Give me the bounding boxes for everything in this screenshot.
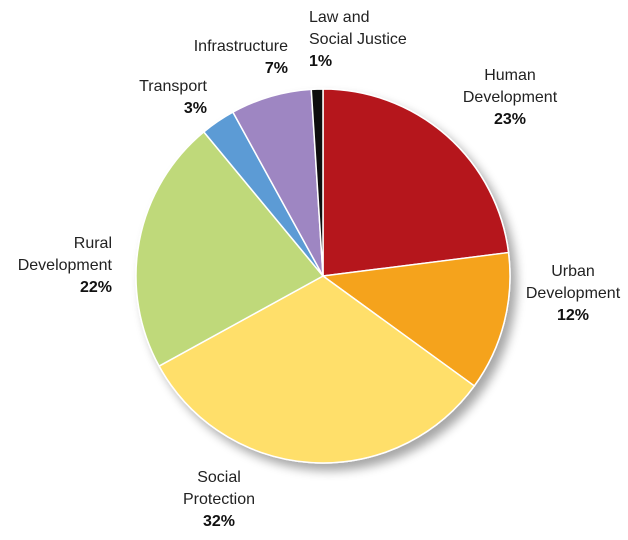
- slice-label-text: Urban: [551, 263, 595, 280]
- slice-label-human-development: Human Development 23%: [463, 67, 558, 128]
- slice-label-law-and-social-justice: Law and Social Justice 1%: [309, 9, 407, 70]
- pie-slice-law-and-social-justice: [310, 88, 324, 277]
- pie-slice-human-development: [322, 88, 510, 277]
- slice-label-infrastructure: Infrastructure 7%: [194, 38, 288, 77]
- slice-label-rural-development: Rural Development 22%: [18, 235, 113, 296]
- pie-labels: Human Development 23% Urban Development 12% So…: [18, 9, 621, 530]
- slice-percent-label: 22%: [80, 279, 112, 296]
- slice-label-text: Rural: [74, 235, 112, 252]
- slice-label-text: Infrastructure: [194, 38, 288, 55]
- slice-label-urban-development: Urban Development 12%: [526, 263, 621, 324]
- slice-label-social-protection: Social Protection 32%: [183, 469, 255, 530]
- slice-percent-label: 23%: [494, 111, 526, 128]
- slice-label-text: Human: [484, 67, 536, 84]
- pie-slice-social-protection: [158, 275, 476, 464]
- slice-percent-label: 12%: [557, 307, 589, 324]
- pie-slice-urban-development: [321, 251, 511, 387]
- slice-percent-label: 7%: [265, 60, 288, 77]
- slice-label-text: Law and: [309, 9, 370, 26]
- slice-percent-label: 1%: [309, 53, 332, 70]
- slice-label-transport: Transport 3%: [139, 78, 207, 117]
- slice-label-text: Protection: [183, 491, 255, 508]
- slice-label-text: Social Justice: [309, 31, 407, 48]
- pie-slice-rural-development: [135, 130, 325, 368]
- slice-percent-label: 32%: [203, 513, 235, 530]
- pie-slices: [135, 88, 511, 464]
- slice-label-text: Development: [526, 285, 621, 302]
- slice-label-text: Development: [18, 257, 113, 274]
- slice-label-text: Social: [197, 469, 241, 486]
- slice-percent-label: 3%: [184, 100, 207, 117]
- slice-label-text: Development: [463, 89, 558, 106]
- slice-label-text: Transport: [139, 78, 207, 95]
